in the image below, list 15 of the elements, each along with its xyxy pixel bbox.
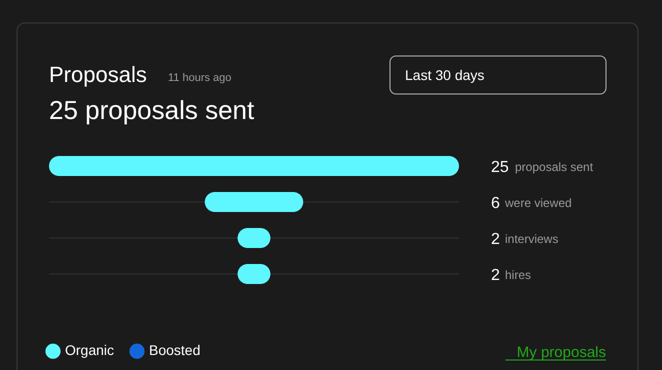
category-label: hires [505,268,532,282]
text: Proposals [49,62,147,87]
text: 11 hours ago [168,72,232,84]
text: Last 30 days [405,67,484,83]
legend-label: Organic [65,342,114,358]
text: 25 proposals sent [49,95,256,125]
category-label: were viewed [504,196,572,210]
data-label: 2 [491,267,500,284]
category-label: interviews [505,232,558,246]
category-label: proposals sent [515,160,594,174]
legend-label: Boosted [149,342,200,358]
data-label: 2 [491,231,500,248]
text: My proposals [516,344,606,361]
data-label: 25 [491,159,509,176]
data-label: 6 [491,195,500,212]
